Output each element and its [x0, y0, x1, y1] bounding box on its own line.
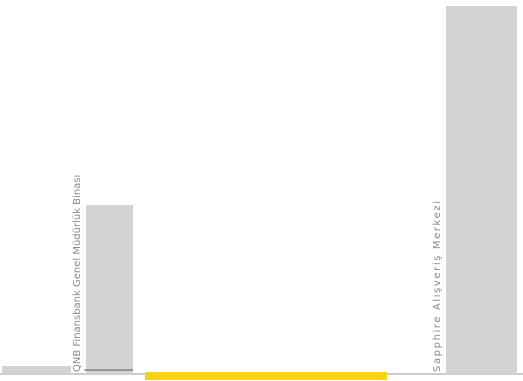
bars-group: [2, 5, 517, 380]
bar-0: [2, 366, 71, 374]
bar-3: [446, 5, 517, 374]
bar-label-3: Sapphire Alışveriş Merkezi: [432, 199, 443, 372]
bar-1: [86, 204, 133, 374]
bar-2: [145, 372, 387, 380]
labels-group: QNB Finansbank Genel Müdürlük Binası Sapp…: [72, 175, 443, 372]
bar-label-1: QNB Finansbank Genel Müdürlük Binası: [72, 175, 83, 372]
